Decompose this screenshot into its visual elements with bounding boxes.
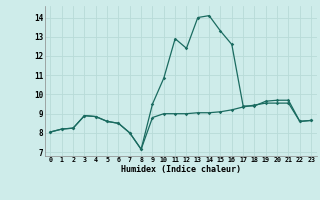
X-axis label: Humidex (Indice chaleur): Humidex (Indice chaleur)	[121, 165, 241, 174]
